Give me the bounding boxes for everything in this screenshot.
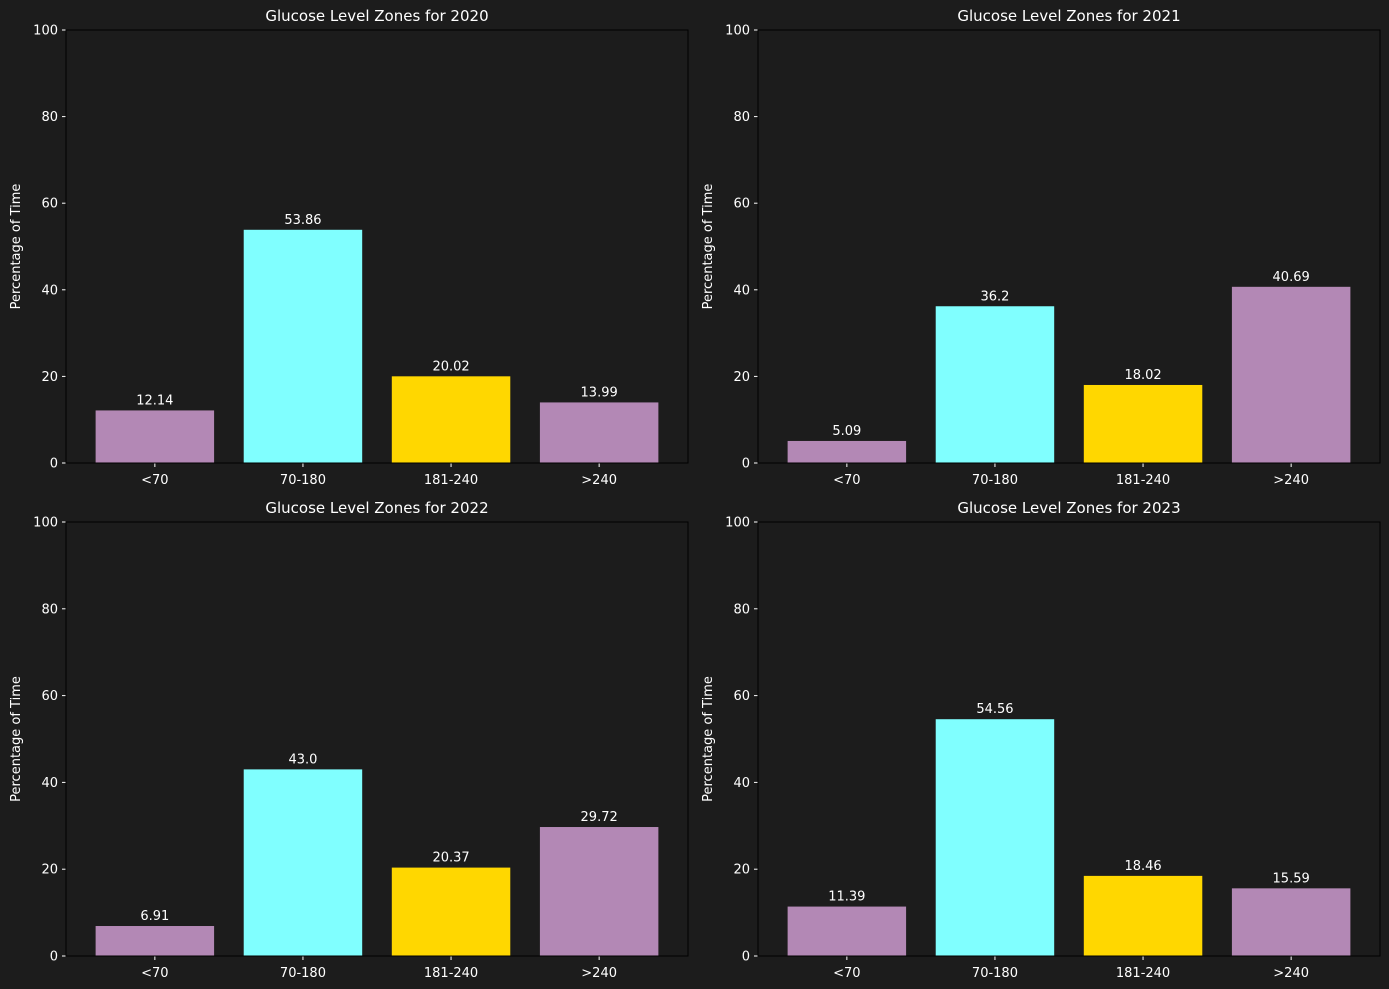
y-tick-label: 60 — [733, 689, 750, 704]
chart-title: Glucose Level Zones for 2020 — [265, 7, 488, 25]
y-axis-label: Percentage of Time — [701, 676, 716, 802]
x-tick-label: <70 — [833, 966, 860, 981]
bar-value-label: 53.86 — [284, 213, 321, 228]
x-tick-label: >240 — [581, 473, 617, 488]
chart-panel-2: 6.91 <70 43.0 70-180 20.37 181-240 29.72 >240 0 2… — [9, 499, 689, 981]
bar-value-label: 12.14 — [136, 393, 173, 408]
y-tick-label: 0 — [50, 950, 58, 965]
y-tick-label: 80 — [733, 110, 750, 125]
bar-240 — [539, 827, 659, 956]
bar-value-label: 18.02 — [1124, 368, 1161, 383]
y-axis-label: Percentage of Time — [9, 676, 24, 802]
y-tick-label: 0 — [742, 457, 750, 472]
bar-181-240 — [1083, 875, 1203, 956]
y-tick-label: 60 — [41, 197, 58, 212]
y-tick-label: 0 — [50, 457, 58, 472]
bar-240 — [1231, 286, 1351, 463]
bar-181-240 — [1083, 384, 1203, 463]
bar-181-240 — [391, 867, 511, 956]
bar-value-label: 54.56 — [976, 702, 1013, 717]
y-tick-label: 100 — [33, 516, 58, 531]
chart-panel-3: 11.39 <70 54.56 70-180 18.46 181-240 15.59 >240… — [701, 499, 1381, 981]
y-tick-label: 80 — [733, 602, 750, 617]
bar-value-label: 29.72 — [581, 810, 618, 825]
bar-value-label: 40.69 — [1273, 270, 1310, 285]
x-tick-label: <70 — [833, 473, 860, 488]
chart-title: Glucose Level Zones for 2022 — [265, 499, 488, 517]
bar-value-label: 15.59 — [1273, 871, 1310, 886]
y-tick-label: 60 — [733, 197, 750, 212]
x-tick-label: <70 — [141, 473, 168, 488]
bar-70-180 — [935, 719, 1055, 956]
bar-value-label: 18.46 — [1124, 859, 1161, 874]
bar-value-label: 36.2 — [980, 289, 1009, 304]
bar-70-180 — [243, 229, 363, 463]
y-tick-label: 20 — [733, 863, 750, 878]
x-tick-label: 181-240 — [424, 966, 478, 981]
x-tick-label: 70-180 — [972, 473, 1018, 488]
bar-value-label: 5.09 — [832, 424, 861, 439]
bar-240 — [1231, 888, 1351, 956]
x-tick-label: 70-180 — [280, 966, 326, 981]
bar-70 — [787, 440, 907, 463]
y-tick-label: 0 — [742, 950, 750, 965]
y-tick-label: 20 — [41, 370, 58, 385]
chart-title: Glucose Level Zones for 2023 — [957, 499, 1180, 517]
bar-value-label: 20.37 — [432, 851, 469, 866]
x-tick-label: <70 — [141, 966, 168, 981]
bar-value-label: 6.91 — [140, 909, 169, 924]
y-tick-label: 20 — [733, 370, 750, 385]
x-tick-label: 181-240 — [424, 473, 478, 488]
y-tick-label: 40 — [41, 283, 58, 298]
y-tick-label: 20 — [41, 863, 58, 878]
y-tick-label: 100 — [725, 24, 750, 39]
plot-frame — [757, 29, 1381, 464]
y-tick-label: 40 — [733, 283, 750, 298]
bar-value-label: 43.0 — [288, 752, 317, 767]
y-tick-label: 40 — [41, 776, 58, 791]
bar-181-240 — [391, 376, 511, 463]
y-tick-label: 40 — [733, 776, 750, 791]
plot-frame — [65, 29, 689, 464]
chart-panel-1: 5.09 <70 36.2 70-180 18.02 181-240 40.69 >240 0 2… — [701, 7, 1381, 488]
x-tick-label: >240 — [1273, 473, 1309, 488]
y-axis-label: Percentage of Time — [701, 184, 716, 310]
bar-value-label: 11.39 — [828, 890, 865, 905]
bar-70 — [787, 906, 907, 956]
y-tick-label: 100 — [33, 24, 58, 39]
x-tick-label: 181-240 — [1116, 473, 1170, 488]
y-tick-label: 100 — [725, 516, 750, 531]
bar-70 — [95, 410, 215, 463]
plot-frame — [757, 521, 1381, 957]
plot-frame — [65, 521, 689, 957]
bar-value-label: 20.02 — [432, 359, 469, 374]
x-tick-label: >240 — [581, 966, 617, 981]
x-tick-label: 70-180 — [972, 966, 1018, 981]
chart-panel-0: 12.14 <70 53.86 70-180 20.02 181-240 13.99 >240… — [9, 7, 689, 488]
bar-70-180 — [935, 306, 1055, 463]
bar-240 — [539, 402, 659, 463]
x-tick-label: 70-180 — [280, 473, 326, 488]
chart-title: Glucose Level Zones for 2021 — [957, 7, 1180, 25]
y-tick-label: 60 — [41, 689, 58, 704]
y-tick-label: 80 — [41, 110, 58, 125]
x-tick-label: >240 — [1273, 966, 1309, 981]
bar-70 — [95, 926, 215, 956]
y-tick-label: 80 — [41, 602, 58, 617]
bar-70-180 — [243, 769, 363, 956]
y-axis-label: Percentage of Time — [9, 184, 24, 310]
bar-value-label: 13.99 — [581, 385, 618, 400]
x-tick-label: 181-240 — [1116, 966, 1170, 981]
